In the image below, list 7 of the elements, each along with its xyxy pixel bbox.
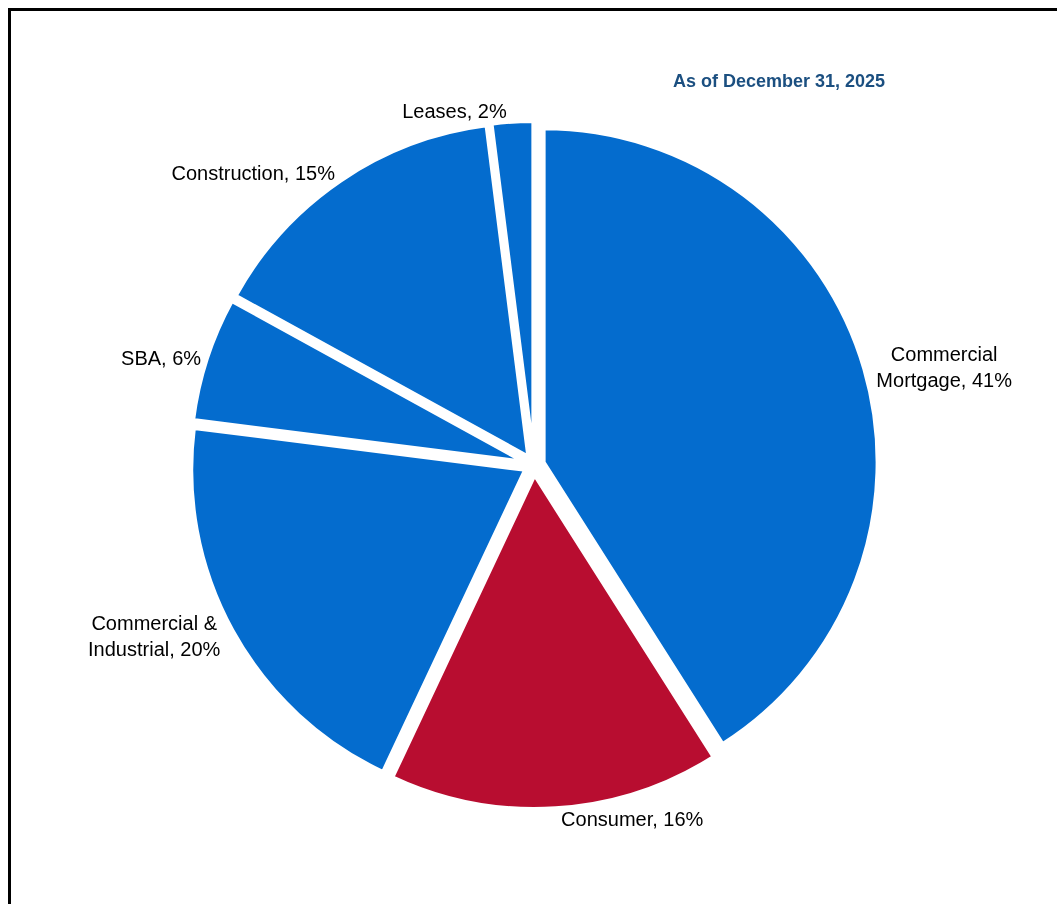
- slice-label: Commercial Mortgage, 41%: [876, 343, 1013, 392]
- slice-label: Leases, 2%: [402, 99, 507, 122]
- slice-label: SBA, 6%: [121, 346, 202, 369]
- text: As of December 31, 2025: [673, 71, 886, 91]
- slice-label: Commercial & Industrial, 20%: [88, 612, 221, 661]
- slice-label: Consumer, 16%: [561, 808, 704, 831]
- slice-label: Construction, 15%: [171, 161, 336, 184]
